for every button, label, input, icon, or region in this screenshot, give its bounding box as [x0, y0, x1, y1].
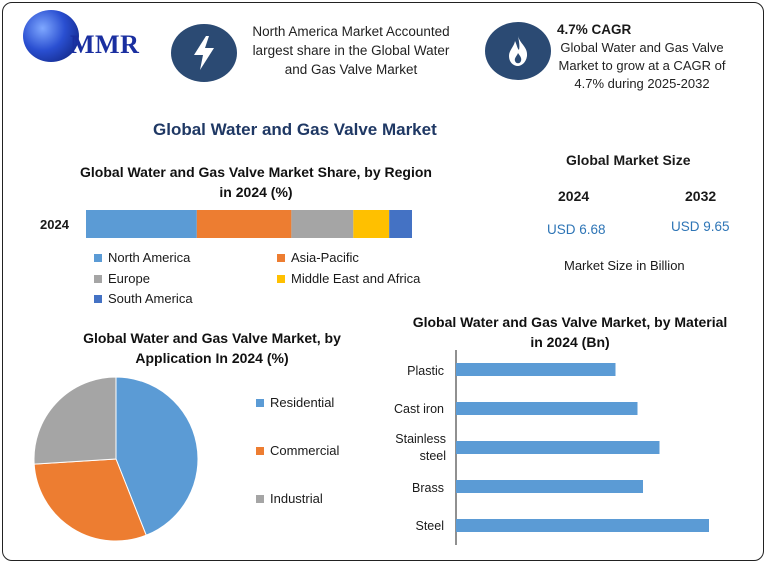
- year-2032: 2032: [685, 188, 717, 204]
- legend-swatch: [277, 274, 285, 283]
- legend-label: Residential: [270, 395, 335, 410]
- material-bar-cast-iron: [456, 402, 638, 415]
- flame-icon: [485, 22, 551, 80]
- region-segment-asia-pacific: [196, 210, 292, 238]
- pie-slice-industrial: [33, 376, 117, 465]
- legend-label: Asia-Pacific: [291, 250, 359, 265]
- material-bar-steel: [456, 519, 709, 532]
- category-label: Steel: [415, 519, 445, 533]
- category-label: Stainless steel: [395, 432, 446, 463]
- region-segment-europe: [291, 210, 354, 238]
- value-2032: USD 9.65: [671, 219, 730, 234]
- market-size-unit: Market Size in Billion: [564, 258, 685, 273]
- region-chart-title: Global Water and Gas Valve Market Share,…: [80, 164, 432, 200]
- category-label: Cast iron: [393, 402, 444, 416]
- logo-text: MMR: [70, 30, 140, 59]
- highlight-cagr: Global Water and Gas Valve Market to gro…: [558, 40, 726, 91]
- pie-slice-residential: [115, 376, 199, 536]
- legend-label: Middle East and Africa: [291, 271, 421, 286]
- pie-slice-commercial: [33, 458, 147, 542]
- legend-label: North America: [108, 250, 191, 265]
- legend-middle-east-africa: Middle East and Africa: [277, 271, 420, 286]
- cagr-title: 4.7% CAGR: [557, 22, 632, 37]
- material-bar-chart: [455, 350, 709, 545]
- region-segment-south-america: [389, 210, 412, 238]
- legend-europe: Europe: [94, 271, 150, 286]
- region-stacked-bar: [86, 210, 412, 238]
- material-bar-brass: [456, 480, 643, 493]
- region-year-label: 2024: [40, 217, 69, 232]
- legend-swatch: [94, 294, 102, 303]
- legend-industrial: Industrial: [256, 491, 323, 506]
- legend-label: South America: [108, 291, 193, 306]
- highlight-north-america: North America Market Accounted largest s…: [252, 24, 450, 77]
- material-bar-stainless-steel: [456, 441, 660, 454]
- legend-residential: Residential: [256, 395, 334, 410]
- material-bar-plastic: [456, 363, 616, 376]
- legend-swatch: [94, 253, 102, 262]
- legend-label: Europe: [108, 271, 150, 286]
- application-pie-chart: [33, 376, 199, 542]
- legend-swatch: [256, 446, 264, 455]
- legend-swatch: [277, 253, 285, 262]
- category-label: Plastic: [407, 364, 444, 378]
- market-size-title: Global Market Size: [566, 152, 691, 168]
- main-title: Global Water and Gas Valve Market: [153, 120, 437, 139]
- legend-asia-pacific: Asia-Pacific: [277, 250, 359, 265]
- globe-logo-icon: [23, 10, 79, 62]
- legend-swatch: [94, 274, 102, 283]
- year-2024: 2024: [558, 188, 590, 204]
- legend-swatch: [256, 398, 264, 407]
- category-label: Brass: [412, 481, 444, 495]
- legend-south-america: South America: [94, 291, 193, 306]
- material-chart-title: Global Water and Gas Valve Market, by Ma…: [412, 314, 728, 350]
- value-2024: USD 6.68: [547, 222, 606, 237]
- legend-label: Industrial: [270, 491, 323, 506]
- lightning-icon: [171, 24, 237, 82]
- application-chart-title: Global Water and Gas Valve Market, by Ap…: [83, 330, 341, 366]
- unit-note: Market Size in Billion: [564, 258, 685, 273]
- region-segment-north-america: [86, 210, 197, 238]
- region-segment-middle-east-and-africa: [353, 210, 390, 238]
- material-axis-labels: Plastic Cast iron Stainless steel Brass S…: [370, 358, 450, 538]
- legend-commercial: Commercial: [256, 443, 339, 458]
- legend-label: Commercial: [270, 443, 340, 458]
- legend-swatch: [256, 494, 264, 503]
- legend-north-america: North America: [94, 250, 190, 265]
